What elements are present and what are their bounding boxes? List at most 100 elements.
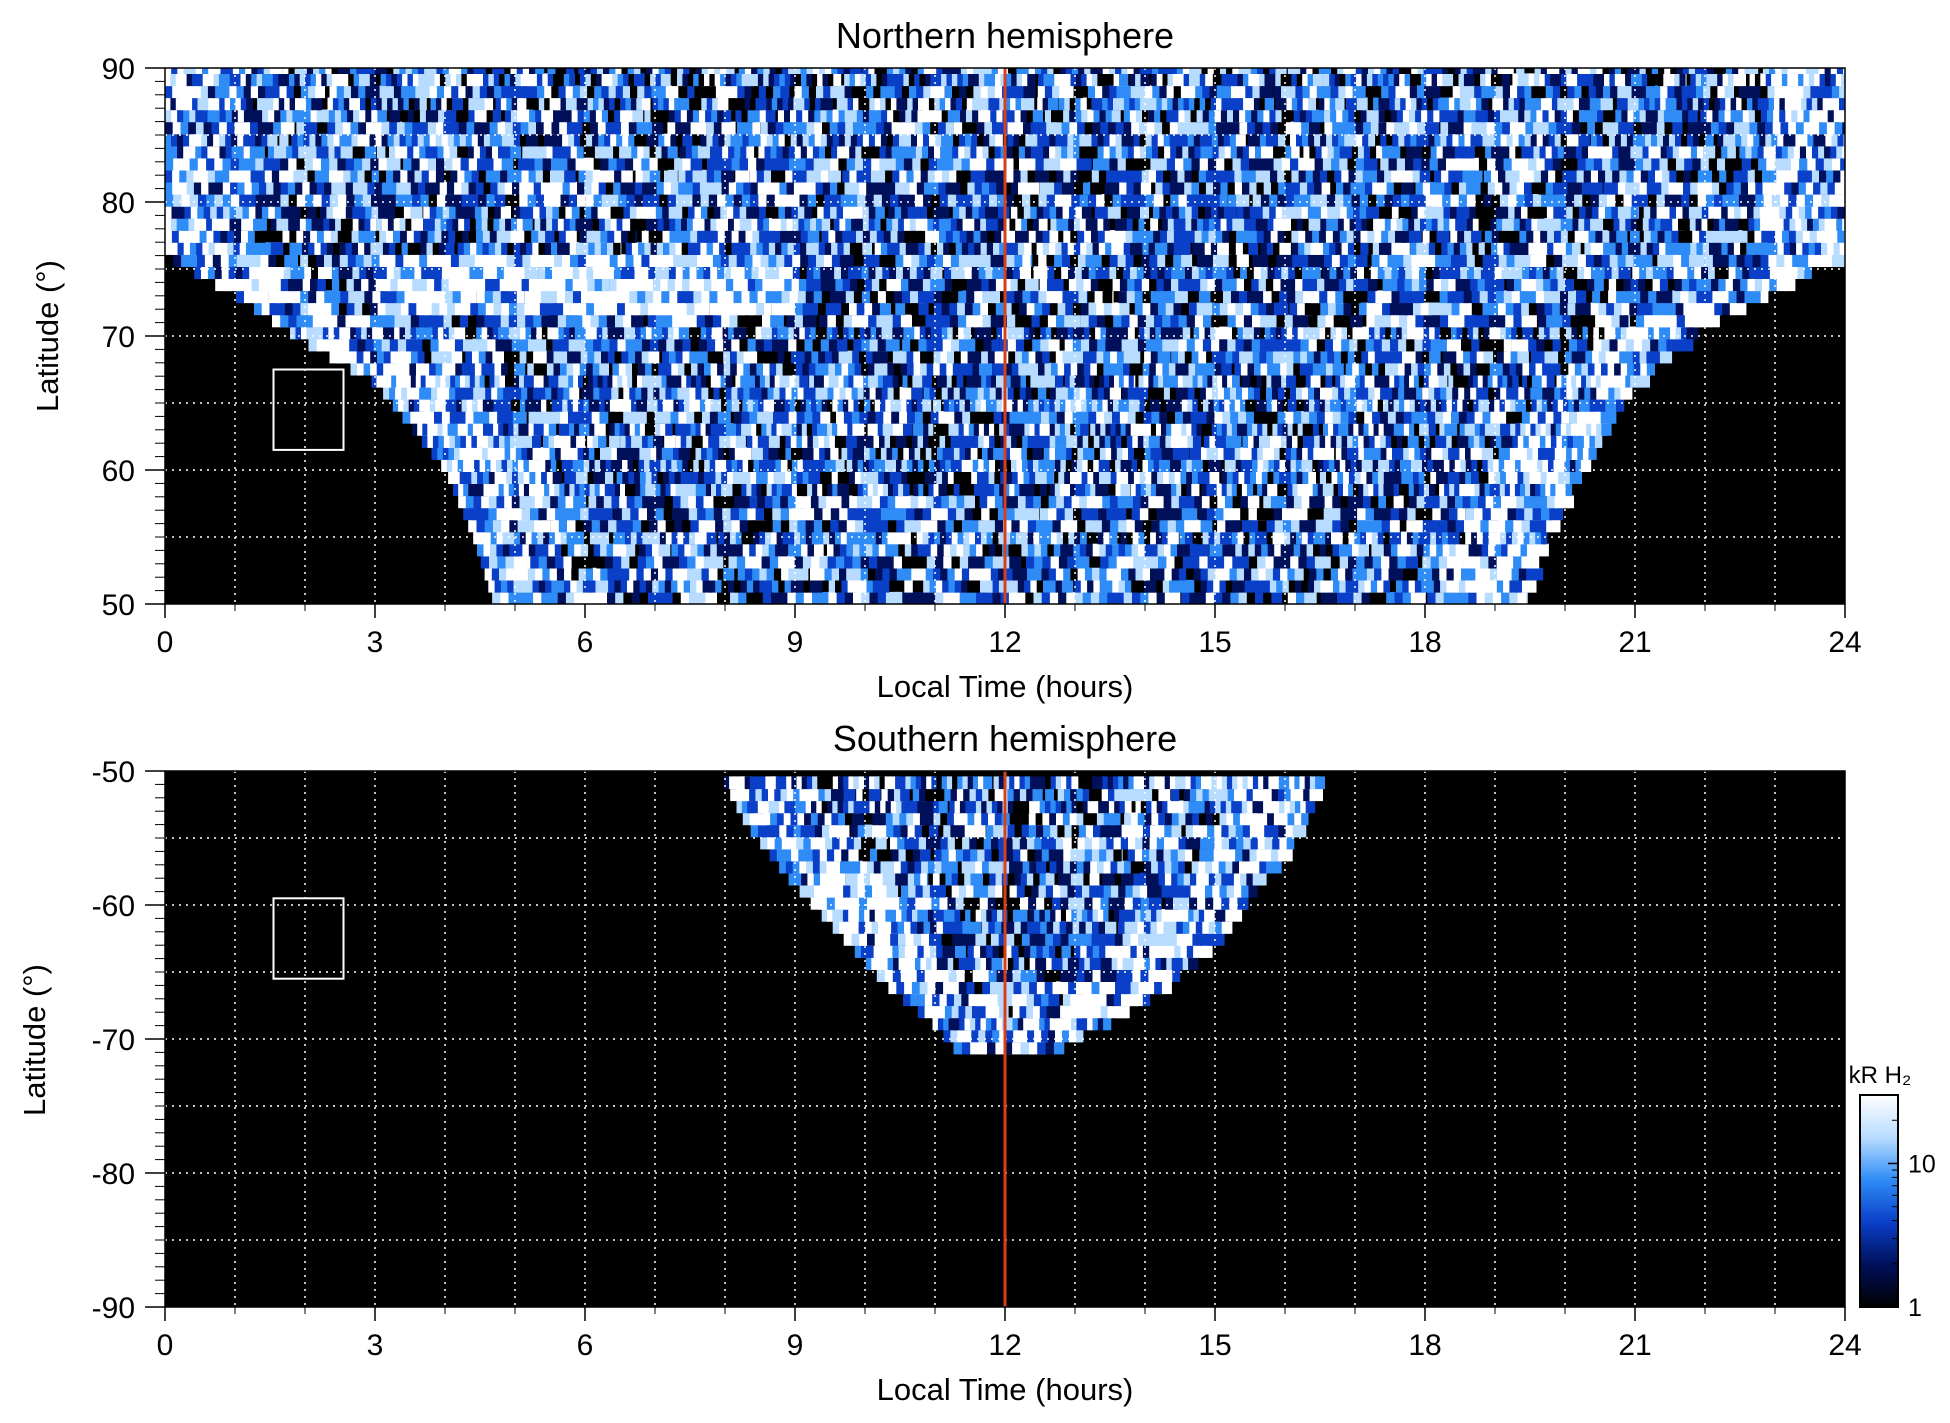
- north-emission-cell: [369, 302, 378, 316]
- north-emission-cell: [979, 362, 992, 376]
- north-emission-cell: [1260, 386, 1267, 400]
- north-emission-cell: [889, 507, 909, 521]
- north-emission-cell: [1515, 447, 1523, 460]
- north-emission-cell: [1072, 314, 1081, 328]
- north-emission-cell: [1086, 543, 1097, 557]
- north-emission-cell: [488, 399, 494, 412]
- north-emission-cell: [1183, 543, 1194, 557]
- north-emission-cell: [1244, 567, 1254, 581]
- north-emission-cell: [1242, 326, 1255, 340]
- north-emission-cell: [1620, 362, 1628, 376]
- north-emission-cell: [1332, 386, 1339, 400]
- north-emission-cell: [1550, 483, 1556, 497]
- north-emission-cell: [759, 567, 771, 581]
- north-emission-cell: [1368, 423, 1374, 436]
- north-emission-cell: [1029, 483, 1035, 497]
- north-emission-cell: [1460, 266, 1468, 279]
- north-emission-cell: [437, 423, 446, 436]
- north-emission-cell: [547, 326, 560, 340]
- north-emission-cell: [950, 459, 960, 472]
- north-emission-cell: [1494, 483, 1501, 497]
- north-emission-cell: [548, 435, 560, 448]
- north-emission-cell: [392, 399, 399, 412]
- north-emission-cell: [672, 591, 683, 604]
- north-emission-cell: [875, 531, 884, 545]
- north-emission-cell: [523, 471, 532, 484]
- north-emission-cell: [1364, 579, 1377, 593]
- north-emission-cell: [755, 543, 764, 557]
- north-emission-cell: [827, 483, 837, 497]
- north-emission-cell: [1297, 435, 1306, 448]
- north-emission-cell: [468, 459, 475, 472]
- north-emission-cell: [1483, 362, 1490, 376]
- north-emission-cell: [671, 543, 683, 557]
- north-emission-cell: [1025, 278, 1039, 292]
- north-emission-cell: [1465, 447, 1477, 460]
- north-emission-cell: [508, 531, 515, 545]
- north-emission-cell: [941, 495, 951, 509]
- north-emission-cell: [479, 531, 489, 545]
- north-emission-cell: [1223, 507, 1232, 521]
- north-emission-cell: [1299, 362, 1307, 376]
- north-emission-cell: [1564, 459, 1573, 472]
- north-emission-cell: [855, 507, 867, 521]
- north-emission-cell: [1017, 495, 1027, 509]
- north-emission-cell: [966, 290, 975, 304]
- north-emission-cell: [1324, 519, 1336, 533]
- north-emission-cell: [1526, 459, 1535, 472]
- north-emission-cell: [1092, 543, 1105, 557]
- north-emission-cell: [1080, 531, 1087, 545]
- north-emission-cell: [718, 447, 727, 460]
- north-emission-cell: [742, 543, 754, 557]
- north-emission-cell: [544, 483, 555, 497]
- north-emission-cell: [632, 519, 645, 533]
- north-emission-cell: [605, 471, 614, 484]
- north-emission-cell: [906, 507, 918, 521]
- north-emission-cell: [518, 483, 528, 497]
- north-emission-cell: [1170, 435, 1181, 448]
- north-emission-cell: [872, 302, 880, 316]
- north-emission-cell: [1424, 471, 1432, 484]
- north-emission-cell: [949, 302, 959, 316]
- north-emission-cell: [1164, 591, 1181, 604]
- north-emission-cell: [1415, 290, 1425, 304]
- north-emission-cell: [529, 483, 535, 497]
- north-emission-cell: [1276, 374, 1282, 388]
- north-emission-cell: [1011, 471, 1024, 484]
- north-emission-cell: [1459, 483, 1469, 497]
- north-emission-cell: [559, 483, 569, 497]
- north-emission-cell: [1253, 326, 1261, 340]
- north-emission-cell: [599, 423, 606, 436]
- north-emission-cell: [1500, 471, 1511, 484]
- north-emission-cell: [741, 483, 747, 497]
- north-emission-cell: [730, 531, 738, 545]
- north-emission-cell: [1141, 555, 1152, 569]
- north-emission-cell: [1576, 290, 1587, 304]
- north-emission-cell: [1368, 278, 1378, 292]
- north-emission-cell: [827, 543, 836, 557]
- north-emission-cell: [1357, 266, 1364, 279]
- north-emission-cell: [484, 531, 493, 545]
- north-emission-cell: [1514, 483, 1524, 497]
- north-emission-cell: [558, 519, 571, 533]
- north-emission-cell: [487, 447, 496, 460]
- north-emission-cell: [482, 447, 491, 460]
- northern-emission-cells: [165, 68, 1845, 604]
- north-emission-cell: [1395, 471, 1406, 484]
- north-emission-cell: [1156, 278, 1165, 292]
- north-emission-cell: [1312, 362, 1326, 376]
- north-emission-cell: [1142, 567, 1154, 581]
- north-emission-cell: [806, 423, 813, 436]
- north-emission-cell: [1135, 483, 1142, 497]
- north-emission-cell: [925, 326, 932, 340]
- north-emission-cell: [792, 266, 801, 279]
- north-emission-cell: [1405, 459, 1416, 472]
- north-emission-cell: [859, 543, 867, 557]
- north-emission-cell: [1372, 555, 1383, 569]
- north-emission-cell: [1353, 483, 1362, 497]
- north-emission-cell: [1134, 290, 1143, 304]
- north-emission-cell: [1620, 374, 1626, 388]
- north-emission-cell: [1626, 386, 1633, 400]
- north-emission-cell: [1032, 447, 1043, 460]
- north-emission-cell: [956, 495, 965, 509]
